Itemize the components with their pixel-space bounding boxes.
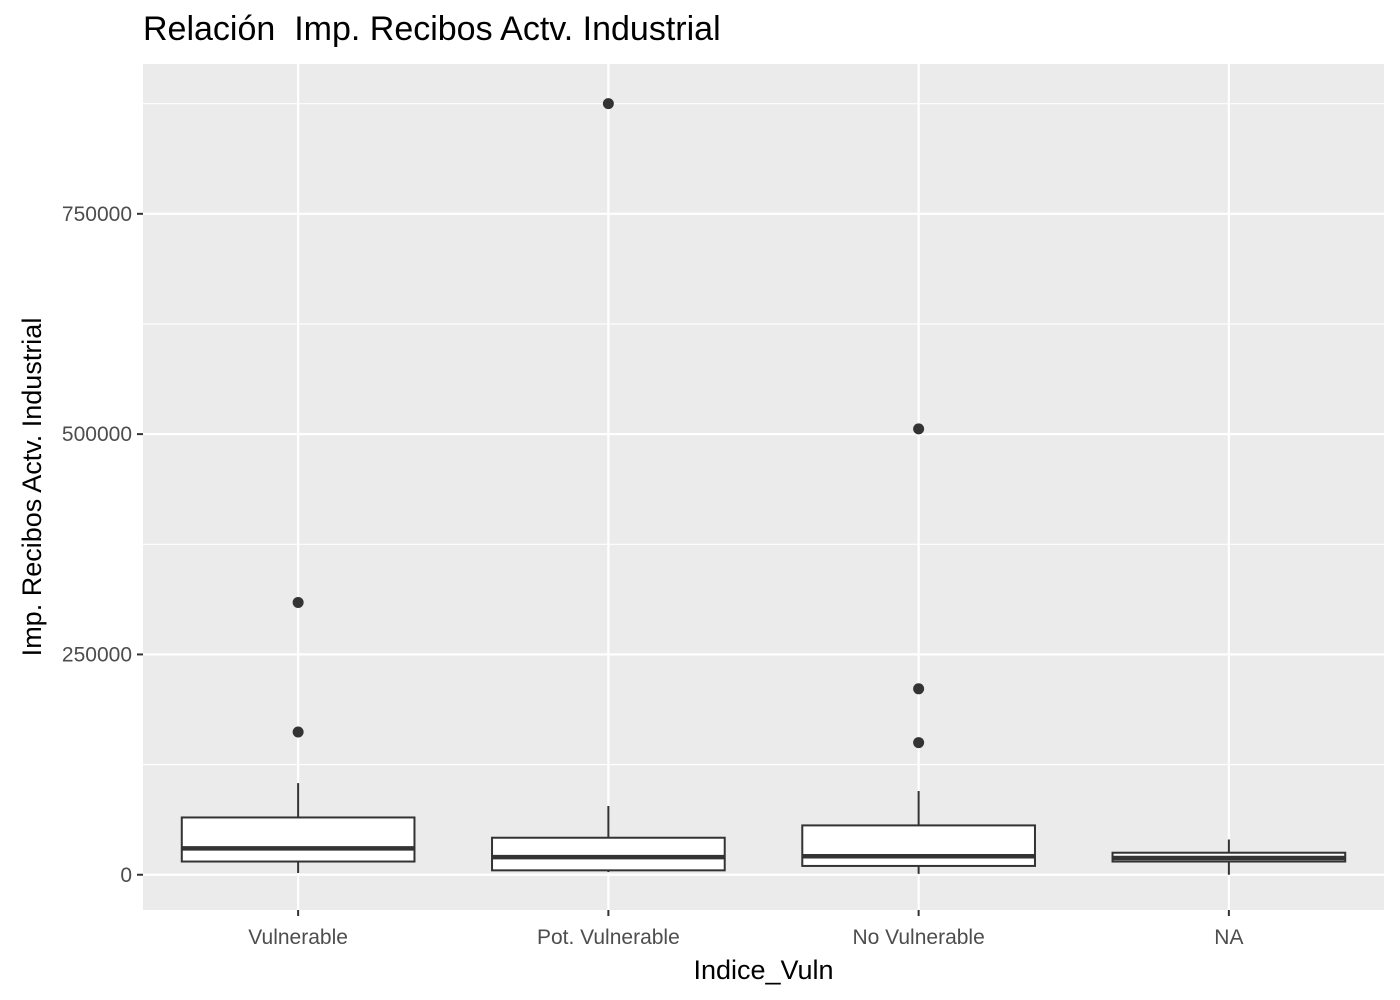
y-tick-label: 500000 bbox=[62, 423, 132, 446]
outlier-point bbox=[602, 98, 614, 110]
outlier-point bbox=[913, 423, 925, 435]
y-tick-label: 250000 bbox=[62, 643, 132, 666]
box-no-vulnerable bbox=[801, 423, 1036, 874]
box-body bbox=[491, 836, 726, 872]
y-tick-label: 750000 bbox=[62, 203, 132, 226]
outlier-point bbox=[913, 683, 925, 695]
box-body bbox=[801, 824, 1036, 867]
box-na bbox=[1111, 839, 1347, 875]
box-vulnerable bbox=[180, 596, 416, 873]
x-tick-label: Vulnerable bbox=[248, 926, 348, 949]
y-tick-label: 0 bbox=[120, 864, 132, 887]
axes-layer: 0 250000 500000 750000 Vulnerable Pot. Vulner… bbox=[62, 203, 1244, 949]
x-tick-label: Pot. Vulnerable bbox=[537, 926, 680, 949]
y-axis-title: Imp. Recibos Actv. Industrial bbox=[17, 318, 47, 657]
outlier-point bbox=[292, 596, 304, 608]
x-tick-label: NA bbox=[1214, 926, 1243, 949]
panel-background bbox=[143, 64, 1384, 910]
boxes-layer bbox=[180, 98, 1347, 875]
outlier-point bbox=[292, 726, 304, 738]
x-tick-label: No Vulnerable bbox=[852, 926, 984, 949]
plot-panel bbox=[143, 64, 1384, 910]
box-body bbox=[180, 816, 416, 863]
outlier-point bbox=[913, 737, 925, 749]
x-axis-title: Indice_Vuln bbox=[693, 955, 833, 985]
box-pot-vulnerable bbox=[491, 98, 726, 873]
chart-title: Relación Imp. Recibos Actv. Industrial bbox=[143, 10, 721, 48]
